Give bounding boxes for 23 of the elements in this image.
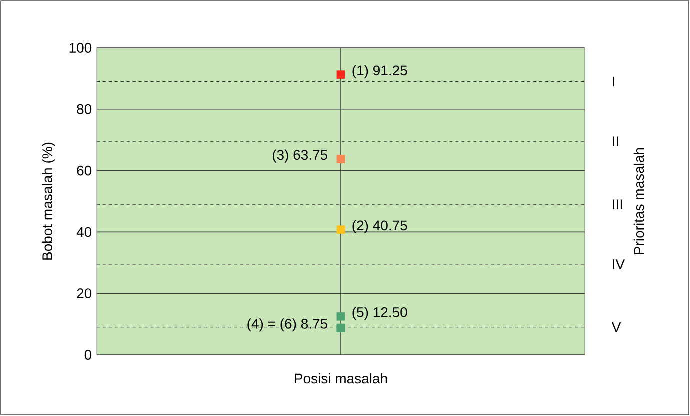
point — [336, 312, 346, 321]
data-label: (2) 40.75 — [352, 220, 408, 234]
y-axis-title: Bobot masalah (%) — [42, 142, 56, 260]
y-tick-label: 40 — [76, 227, 92, 238]
y-tick-label: 100 — [70, 43, 92, 53]
y-tick-label: 80 — [77, 104, 92, 114]
ref-line-label: III — [613, 200, 622, 210]
point — [336, 155, 346, 164]
y2-axis-title: Prioritas masalah — [634, 148, 644, 254]
data-label: (1) 91.25 — [352, 65, 408, 78]
x-axis-title: Posisi masalah — [295, 373, 388, 384]
ref-line-label: I — [613, 76, 614, 87]
y-tick-label: 20 — [77, 288, 92, 299]
ref-line-label: V — [612, 322, 622, 332]
ref-line-label: IV — [613, 260, 626, 270]
point — [336, 70, 346, 80]
y-tick-label: 0 — [84, 350, 92, 360]
data-label: (5) 12.50 — [352, 307, 408, 320]
data-label: (4) = (6) 8.75 — [248, 318, 328, 332]
y-tick-label: 60 — [77, 166, 92, 176]
ref-line-label: II — [613, 136, 618, 146]
data-label: (3) 63.75 — [272, 150, 328, 163]
point — [336, 226, 346, 234]
